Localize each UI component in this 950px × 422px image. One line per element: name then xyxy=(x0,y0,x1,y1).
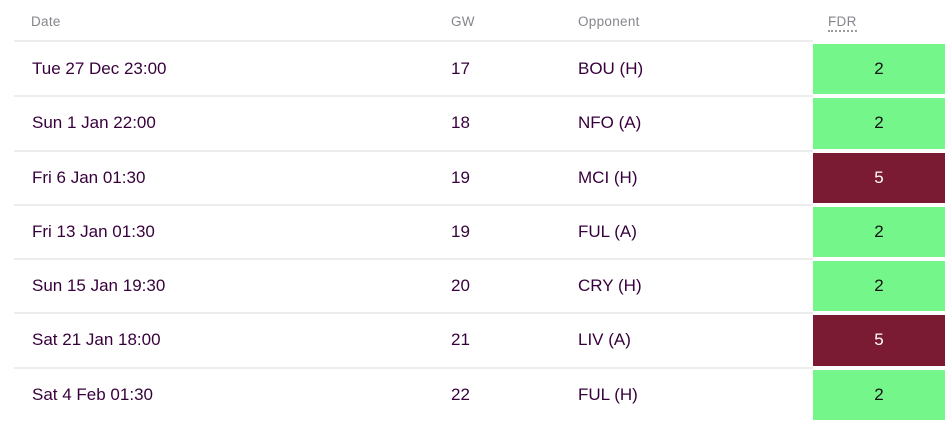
row-divider xyxy=(14,366,813,369)
fixture-date: Sun 15 Jan 19:30 xyxy=(32,276,166,296)
column-header-gw: GW xyxy=(451,14,475,29)
fdr-badge: 2 xyxy=(813,369,945,420)
fixture-row: Sat 21 Jan 18:00 21 LIV (A) 5 xyxy=(0,312,950,367)
fdr-badge: 2 xyxy=(813,98,945,149)
fixture-opponent: LIV (A) xyxy=(578,330,631,350)
fixture-row: Fri 6 Jan 01:30 19 MCI (H) 5 xyxy=(0,149,950,205)
fdr-badge: 2 xyxy=(813,261,945,312)
fixture-date: Sat 21 Jan 18:00 xyxy=(32,330,161,350)
row-divider xyxy=(14,258,813,261)
row-divider xyxy=(14,203,813,206)
header-divider xyxy=(14,40,813,42)
fixture-gameweek: 21 xyxy=(451,330,470,350)
fixture-opponent: MCI (H) xyxy=(578,167,638,187)
fixture-gameweek: 20 xyxy=(451,276,470,296)
fixture-gameweek: 22 xyxy=(451,384,470,404)
fixture-date: Fri 6 Jan 01:30 xyxy=(32,167,146,187)
row-divider xyxy=(14,149,813,152)
fixture-opponent: CRY (H) xyxy=(578,276,642,296)
fixture-date: Sun 1 Jan 22:00 xyxy=(32,113,156,133)
fixture-row: Sun 1 Jan 22:00 18 NFO (A) 2 xyxy=(0,95,950,150)
fdr-badge: 5 xyxy=(813,152,945,203)
fixture-opponent: FUL (H) xyxy=(578,384,638,404)
fixture-gameweek: 19 xyxy=(451,167,470,187)
fixture-gameweek: 17 xyxy=(451,59,470,79)
row-divider xyxy=(14,95,813,98)
fixture-date: Sat 4 Feb 01:30 xyxy=(32,384,153,404)
fdr-badge: 5 xyxy=(813,315,945,366)
fixture-gameweek: 18 xyxy=(451,113,470,133)
fixture-opponent: BOU (H) xyxy=(578,59,644,79)
row-divider xyxy=(14,312,813,315)
column-header-opponent: Opponent xyxy=(578,14,640,29)
fixture-gameweek: 19 xyxy=(451,221,470,241)
fixture-row: Fri 13 Jan 01:30 19 FUL (A) 2 xyxy=(0,203,950,259)
fixture-opponent: NFO (A) xyxy=(578,113,642,133)
table-header: Date GW Opponent FDR xyxy=(0,0,950,42)
fdr-badge: 2 xyxy=(813,206,945,258)
fixture-opponent: FUL (A) xyxy=(578,221,637,241)
fixture-row: Tue 27 Dec 23:00 17 BOU (H) 2 xyxy=(0,42,950,96)
fdr-abbreviation-tooltip[interactable]: FDR xyxy=(828,14,857,32)
column-header-date: Date xyxy=(31,14,61,29)
fdr-badge: 2 xyxy=(813,44,945,95)
fixture-row: Sat 4 Feb 01:30 22 FUL (H) 2 xyxy=(0,366,950,422)
fixture-date: Fri 13 Jan 01:30 xyxy=(32,221,155,241)
fixture-row: Sun 15 Jan 19:30 20 CRY (H) 2 xyxy=(0,258,950,313)
column-header-fdr: FDR xyxy=(828,14,857,32)
fixture-date: Tue 27 Dec 23:00 xyxy=(32,59,167,79)
